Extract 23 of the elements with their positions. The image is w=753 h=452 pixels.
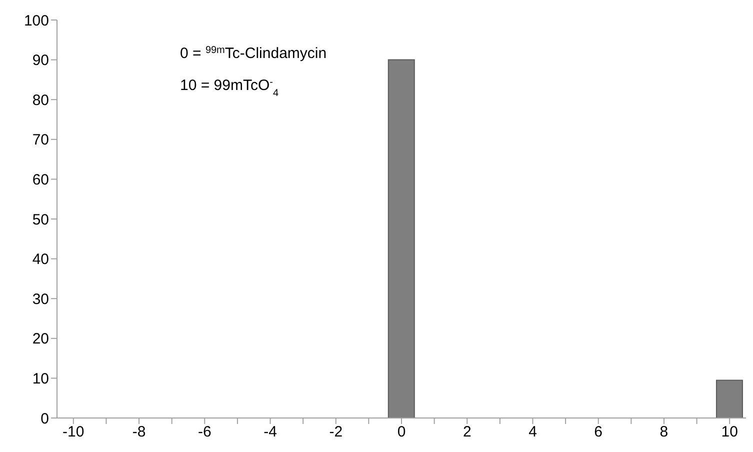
x-tick-label: -8	[132, 424, 146, 441]
y-tick-label: 0	[40, 410, 49, 428]
x-tick-label: -6	[198, 424, 212, 441]
y-tick-label: 60	[32, 172, 49, 189]
x-tick-label: 10	[721, 424, 738, 441]
annotation: 0 = $^{99m}$Tc-Clindamycin	[180, 44, 327, 62]
y-tick-label: 30	[32, 290, 49, 308]
y-tick-label: 40	[32, 251, 49, 268]
y-tick-label: 80	[32, 92, 49, 109]
x-tick-label: 2	[462, 424, 472, 441]
y-tick-label: 70	[32, 132, 49, 149]
x-tick-label: 0	[397, 424, 406, 441]
y-tick-label: 50	[32, 211, 49, 228]
x-tick-label: -10	[62, 424, 84, 441]
x-tick-label: -4	[264, 424, 277, 441]
y-tick-label: 100	[24, 12, 49, 30]
x-tick-label: 8	[660, 424, 668, 441]
x-tick-label: 6	[594, 424, 603, 441]
x-tick-label: -2	[329, 424, 343, 441]
y-tick-label: 90	[32, 52, 49, 70]
y-tick-label: 20	[32, 330, 49, 348]
x-tick-label: 4	[528, 424, 537, 441]
y-tick-label: 10	[32, 370, 49, 388]
